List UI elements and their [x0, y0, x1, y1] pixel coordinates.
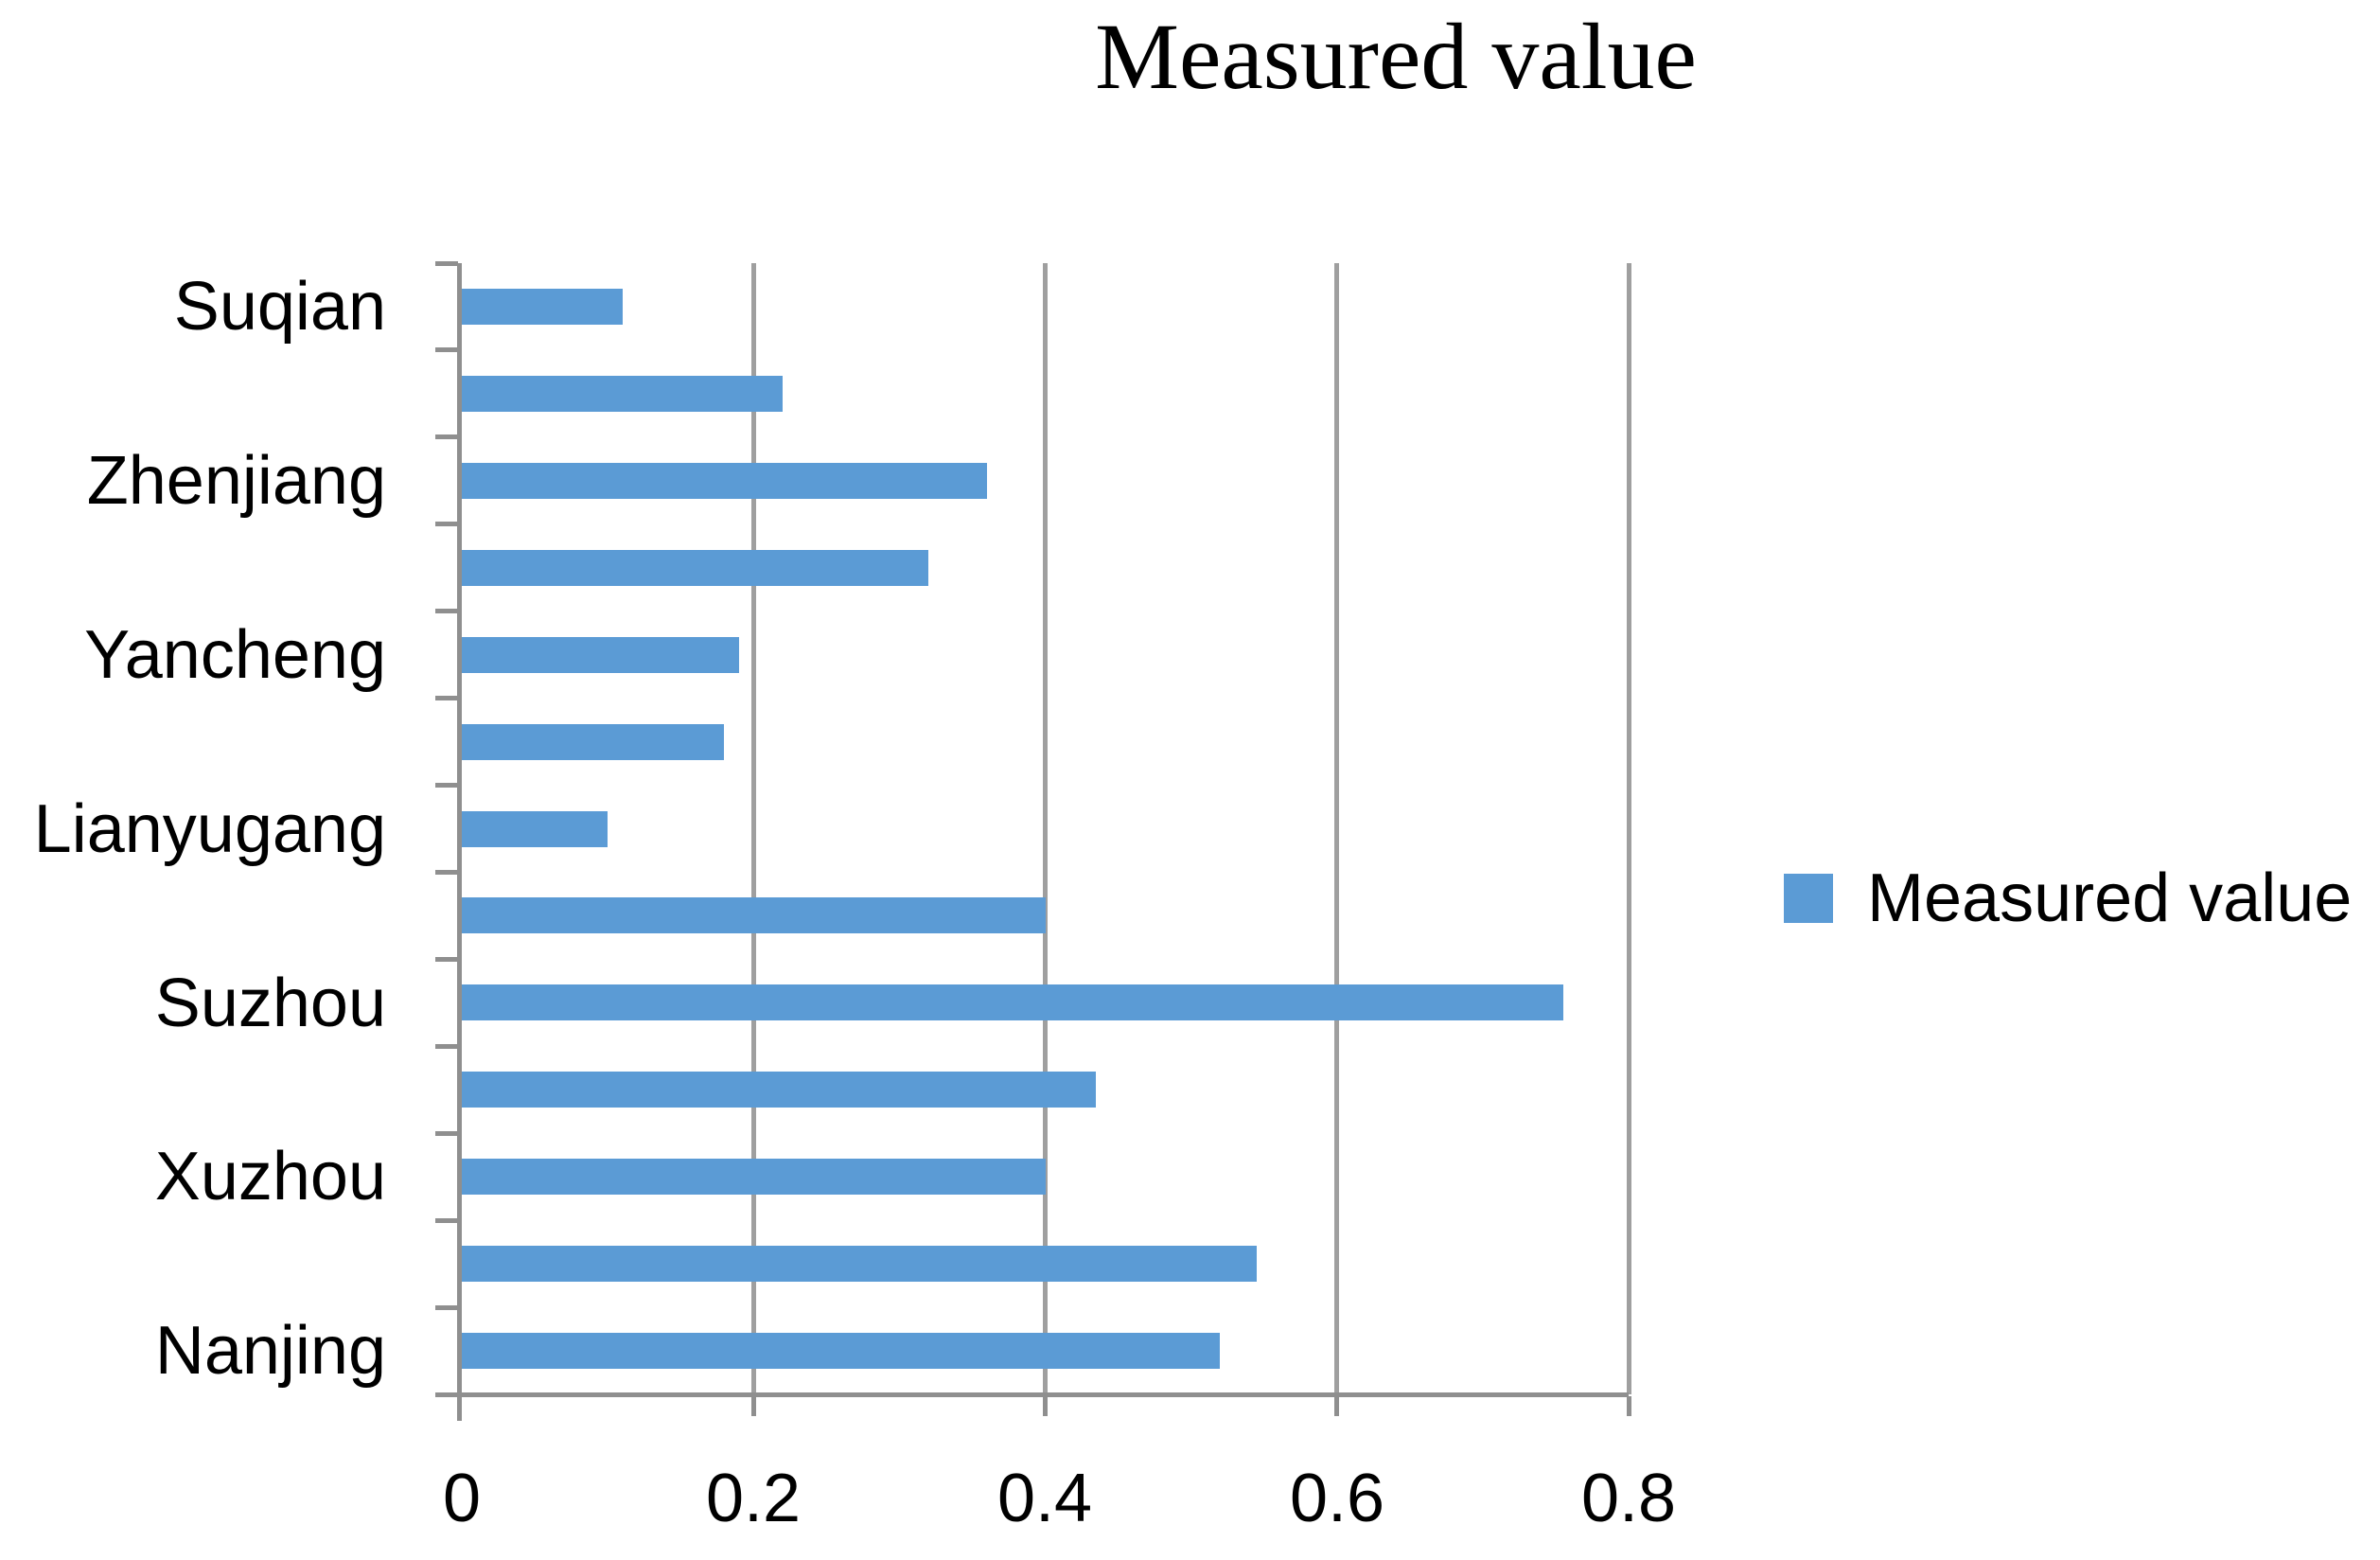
- bar-row-5: [462, 723, 725, 760]
- value-tick-0.4: [1043, 1396, 1048, 1416]
- category-tick-2: [435, 434, 458, 440]
- gridline-0.2: [750, 263, 756, 1394]
- x-axis-label-0-2: 0.2: [705, 1461, 802, 1536]
- legend-swatch-icon: [1784, 874, 1833, 923]
- category-tick-0: [435, 260, 458, 266]
- category-tick-7: [435, 869, 458, 875]
- category-tick-3: [435, 522, 458, 527]
- bar-row-1: [462, 375, 784, 412]
- y-axis-label-nanjing: Nanjing: [154, 1313, 386, 1389]
- y-axis-label-suqian: Suqian: [173, 269, 386, 345]
- chart-title: Measured value: [1095, 4, 1697, 109]
- category-axis-line: [457, 263, 462, 1421]
- value-axis-line: [435, 1392, 1629, 1397]
- category-tick-11: [435, 1217, 458, 1223]
- category-tick-6: [435, 783, 458, 789]
- y-axis-label-xuzhou: Xuzhou: [154, 1139, 386, 1214]
- bar-lianyugang: [462, 810, 608, 847]
- bar-row-3: [462, 549, 929, 586]
- category-tick-4: [435, 609, 458, 614]
- value-tick-0.8: [1626, 1396, 1631, 1416]
- y-axis-label-suzhou: Suzhou: [154, 966, 386, 1041]
- bar-suzhou: [462, 984, 1563, 1021]
- category-tick-5: [435, 696, 458, 701]
- category-tick-12: [435, 1304, 458, 1310]
- y-axis-label-lianyugang: Lianyugang: [33, 791, 386, 867]
- category-tick-1: [435, 347, 458, 353]
- bar-row-9: [462, 1072, 1097, 1108]
- y-axis-label-zhenjiang: Zhenjiang: [86, 443, 386, 519]
- legend: Measured value: [1784, 860, 2352, 937]
- bar-nanjing: [462, 1333, 1221, 1370]
- category-tick-9: [435, 1043, 458, 1049]
- bar-xuzhou: [462, 1159, 1046, 1196]
- category-tick-10: [435, 1130, 458, 1136]
- value-tick-0.6: [1334, 1396, 1340, 1416]
- bar-row-7: [462, 897, 1046, 934]
- category-tick-8: [435, 956, 458, 962]
- bar-row-11: [462, 1246, 1257, 1283]
- y-axis-label-yancheng: Yancheng: [84, 617, 386, 693]
- gridline-0.6: [1334, 263, 1340, 1394]
- bar-yancheng: [462, 636, 739, 673]
- x-axis-label-0-6: 0.6: [1289, 1461, 1385, 1536]
- value-tick-0.2: [750, 1396, 756, 1416]
- gridline-0.4: [1043, 263, 1048, 1394]
- bar-zhenjiang: [462, 462, 987, 499]
- x-axis-label-0-8: 0.8: [1580, 1461, 1677, 1536]
- gridline-0.8: [1626, 263, 1631, 1394]
- x-axis-label-0-4: 0.4: [996, 1461, 1093, 1536]
- x-axis-label-0: 0: [442, 1461, 482, 1536]
- legend-label: Measured value: [1867, 860, 2353, 936]
- bar-suqian: [462, 288, 623, 325]
